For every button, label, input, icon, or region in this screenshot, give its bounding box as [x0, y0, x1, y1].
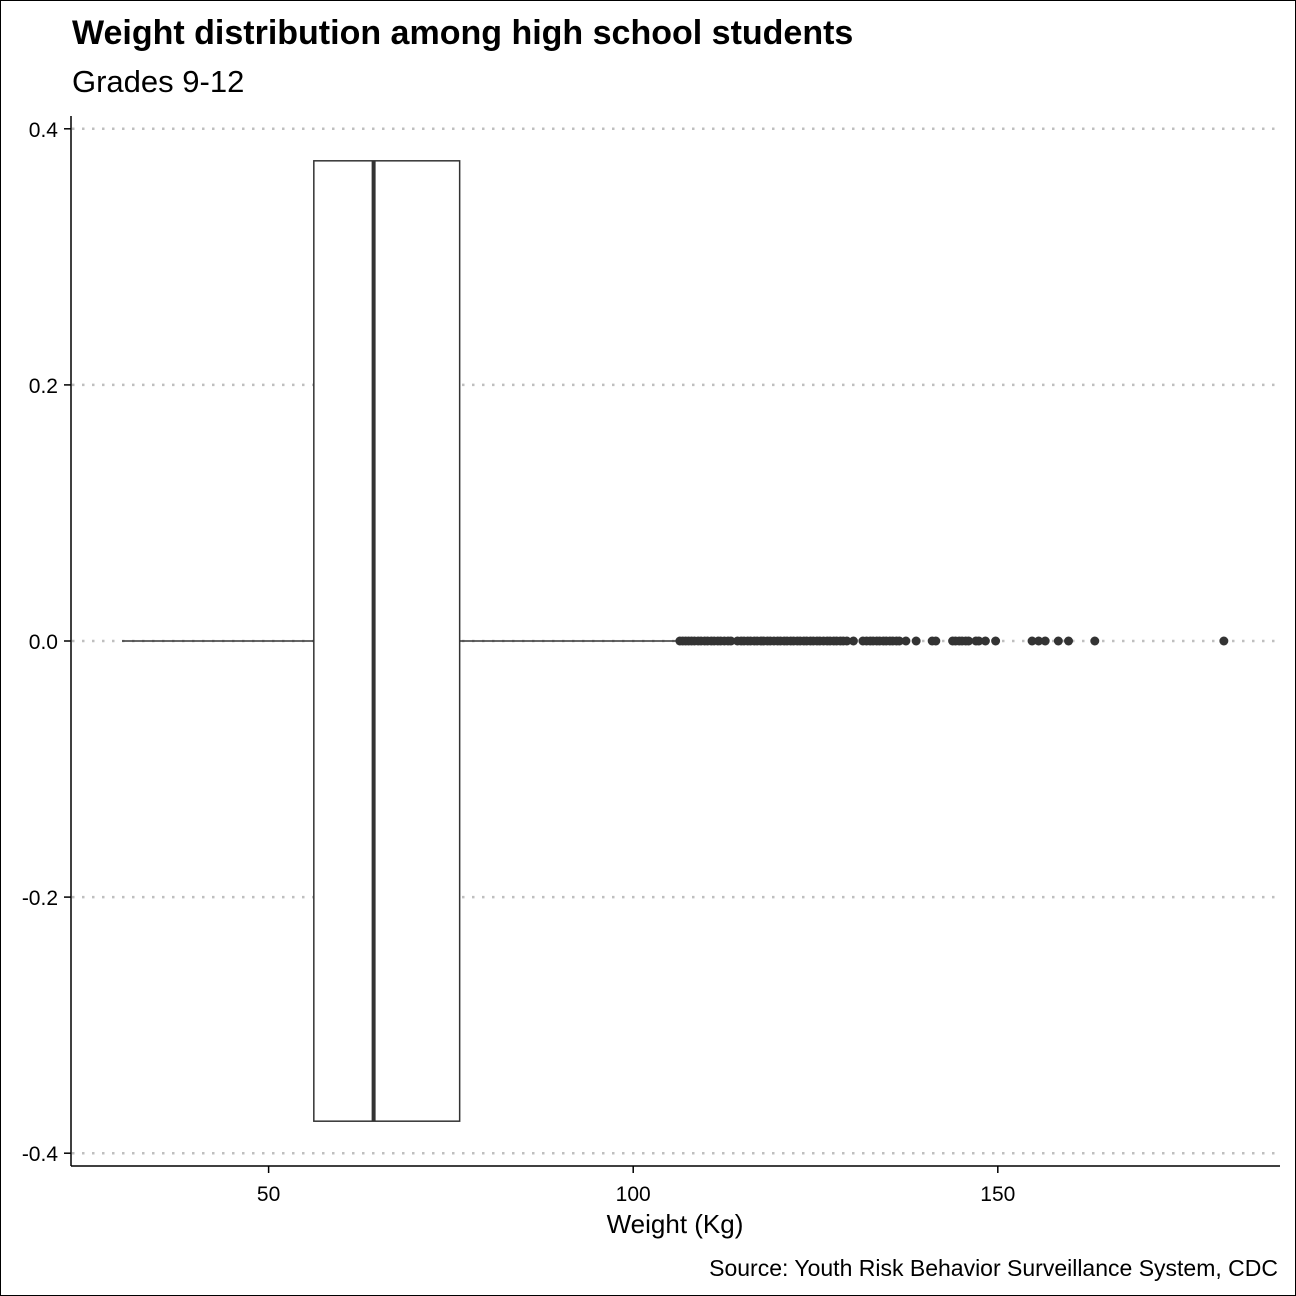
chart-caption: Source: Youth Risk Behavior Surveillance…	[709, 1255, 1278, 1281]
y-tick-label: 0.4	[29, 119, 59, 142]
outlier-point	[1040, 636, 1050, 646]
box-iqr	[313, 160, 461, 1122]
chart-subtitle: Grades 9-12	[72, 64, 244, 99]
outlier-points	[675, 636, 1229, 646]
boxplot	[122, 160, 678, 1122]
outlier-point	[1219, 636, 1229, 646]
outlier-point	[911, 636, 921, 646]
outlier-point	[894, 636, 904, 646]
x-tick-label: 150	[980, 1183, 1015, 1206]
x-axis-ticks: 50 100 150	[257, 1166, 1015, 1206]
outlier-point	[726, 636, 736, 646]
outlier-point	[901, 636, 911, 646]
y-tick-label: 0.0	[29, 631, 58, 654]
y-axis-ticks: -0.4 -0.2 0.0 0.2 0.4	[22, 119, 71, 1166]
outlier-point	[974, 636, 984, 646]
outlier-point	[980, 636, 990, 646]
outlier-point	[1034, 636, 1044, 646]
outlier-point	[848, 636, 858, 646]
outlier-point	[964, 636, 974, 646]
y-tick-label: -0.4	[22, 1143, 59, 1166]
outlier-point	[842, 636, 852, 646]
outlier-point	[1053, 636, 1063, 646]
x-tick-label: 100	[616, 1183, 651, 1206]
outlier-point	[991, 636, 1001, 646]
x-axis-label: Weight (Kg)	[607, 1209, 744, 1239]
outlier-point	[1027, 636, 1037, 646]
y-tick-label: 0.2	[29, 375, 58, 398]
y-tick-label: -0.2	[22, 887, 58, 910]
outlier-point	[931, 636, 941, 646]
outlier-point	[1090, 636, 1100, 646]
outlier-point	[1064, 636, 1074, 646]
x-tick-label: 50	[257, 1183, 280, 1206]
chart-title: Weight distribution among high school st…	[72, 14, 853, 52]
